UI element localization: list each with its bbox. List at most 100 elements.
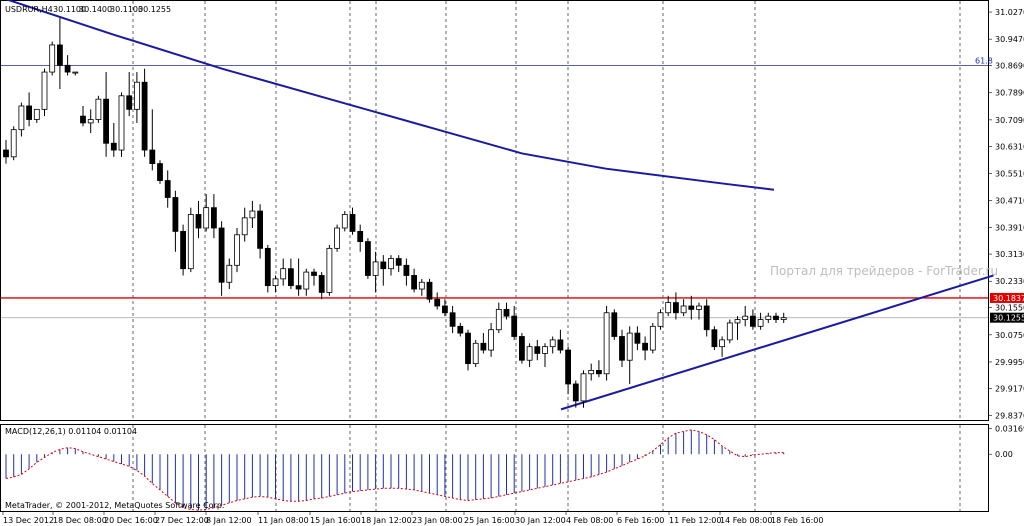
candle xyxy=(357,224,364,252)
candle xyxy=(703,299,710,337)
candle xyxy=(457,322,464,337)
candle-body xyxy=(426,281,433,300)
candle xyxy=(210,194,217,239)
candle-body xyxy=(311,271,317,276)
candle-body xyxy=(364,241,371,276)
candle xyxy=(634,326,641,351)
candle xyxy=(3,139,9,164)
candle xyxy=(57,17,63,90)
candle xyxy=(757,312,764,330)
x-tick-label: 11 Feb 12:00 xyxy=(669,516,721,525)
candle-body xyxy=(688,305,695,310)
macd-signal-line xyxy=(5,429,784,511)
candle-body xyxy=(72,71,79,74)
candle xyxy=(126,72,133,117)
header-open: 30.1100 xyxy=(53,5,86,14)
candle xyxy=(303,268,310,296)
candle-body xyxy=(441,305,448,314)
x-tick-label: 18 Jan 12:00 xyxy=(361,516,412,525)
x-tick-label: 23 Jan 08:00 xyxy=(412,516,463,525)
header-high: 30.1400 xyxy=(79,5,112,14)
x-tick-label: 13 Dec 2012 xyxy=(3,516,54,525)
candle-body xyxy=(18,105,25,131)
candle xyxy=(80,105,86,127)
y-tick-label: 30.5510 xyxy=(995,169,1024,178)
candle xyxy=(218,221,225,296)
candle xyxy=(287,258,294,290)
x-tick-label: 25 Jan 16:00 xyxy=(464,516,515,525)
candle xyxy=(364,238,371,279)
candle xyxy=(157,160,163,184)
candle xyxy=(295,258,302,296)
price-tag-label: 30.1255 xyxy=(993,314,1024,323)
candle-body xyxy=(110,142,117,151)
candle xyxy=(118,92,125,157)
price-tag-label: 30.1837 xyxy=(993,294,1024,303)
candle-body xyxy=(41,71,48,110)
candle-body xyxy=(118,95,125,151)
candle-body xyxy=(657,312,664,327)
y-tick-label: 29.9170 xyxy=(995,384,1024,393)
candle-body xyxy=(418,281,425,290)
macd-tick-label: 0.03169 xyxy=(995,424,1024,433)
candle-body xyxy=(549,339,556,348)
horizontal-levels: 61.8 30.1837 30.1255 xyxy=(1,57,1024,323)
x-tick-label: 18 Dec 08:00 xyxy=(53,516,107,525)
candle-body xyxy=(303,271,310,290)
candle xyxy=(711,326,718,351)
candle xyxy=(719,336,725,357)
candle xyxy=(149,109,156,171)
candle-body xyxy=(596,370,602,375)
candle-body xyxy=(64,64,71,73)
candle xyxy=(557,329,564,354)
candle-body xyxy=(3,149,9,158)
candle-body xyxy=(734,319,741,324)
candle-body xyxy=(295,285,302,290)
x-tick-label: 30 Jan 12:00 xyxy=(515,516,566,525)
candle xyxy=(72,71,79,76)
candle xyxy=(434,292,441,310)
candle-body xyxy=(534,346,541,354)
candle-body xyxy=(264,247,271,287)
macd-axis: 0.03169 0.00 xyxy=(988,424,1024,459)
candle-body xyxy=(649,325,656,351)
candle xyxy=(534,339,541,361)
candle xyxy=(611,309,618,340)
candle-body xyxy=(726,322,733,341)
main-panel-frame xyxy=(0,0,989,421)
candle-body xyxy=(164,180,171,198)
candle xyxy=(580,370,587,408)
y-tick-label: 30.4710 xyxy=(995,197,1024,206)
candle-body xyxy=(103,98,109,144)
candle xyxy=(750,309,756,330)
candle-body xyxy=(711,329,718,348)
y-tick-label: 30.7090 xyxy=(995,116,1024,125)
candle xyxy=(665,295,672,317)
watermark: Портал для трейдеров - ForTrader.ru xyxy=(770,264,998,278)
candle-body xyxy=(257,210,264,249)
candle-body xyxy=(495,308,502,331)
candle xyxy=(526,343,533,368)
candle-body xyxy=(519,336,525,361)
price-tag-box xyxy=(990,312,1024,323)
candle xyxy=(41,68,48,117)
candle xyxy=(187,207,194,273)
candle-body xyxy=(472,342,479,365)
candle xyxy=(511,305,518,340)
candle xyxy=(519,333,525,364)
candle-body xyxy=(157,163,163,181)
candle xyxy=(572,380,579,408)
candle-body xyxy=(503,308,510,317)
candle xyxy=(103,72,109,157)
candle-body xyxy=(49,44,56,73)
candle xyxy=(272,275,279,293)
candle-body xyxy=(780,317,787,320)
candle-body xyxy=(95,98,102,120)
candle xyxy=(388,255,394,276)
macd-panel-frame xyxy=(0,424,989,512)
candle-body xyxy=(380,261,387,270)
candle xyxy=(680,299,687,317)
candle-body xyxy=(773,315,779,320)
candle xyxy=(565,346,571,395)
